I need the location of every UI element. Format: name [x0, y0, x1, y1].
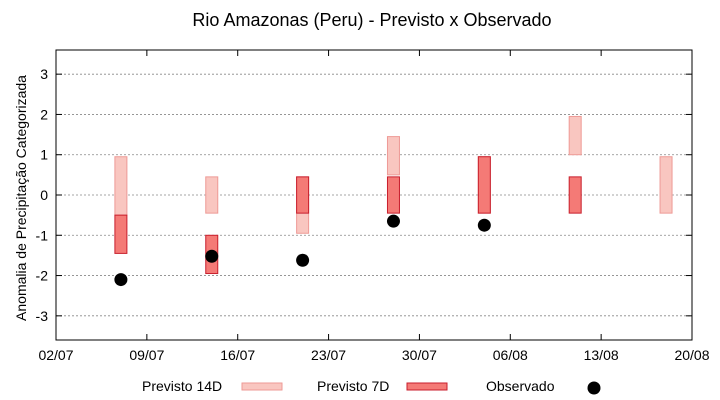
x-tick-label: 13/08	[584, 347, 619, 363]
point-observado	[477, 218, 491, 232]
x-tick-label: 16/07	[220, 347, 255, 363]
grid-lines	[56, 73, 692, 317]
y-tick-label: -1	[36, 227, 49, 243]
y-tick-label: 3	[40, 66, 48, 82]
bar-previsto-7d	[477, 156, 491, 214]
legend-marker-observado	[587, 381, 601, 395]
bar-previsto-7d	[296, 176, 310, 214]
legend: Previsto 14D Previsto 7D Observado	[142, 378, 601, 395]
point-observado	[205, 249, 219, 263]
legend-label-observado: Observado	[486, 378, 555, 394]
bar-previsto-7d	[568, 176, 582, 214]
legend-swatch-previsto-7d	[406, 382, 448, 391]
x-tick-label: 20/08	[674, 347, 709, 363]
point-observado	[296, 253, 310, 267]
x-tick-label: 23/07	[311, 347, 346, 363]
series-previsto-7d	[114, 156, 582, 275]
y-axis-label: Anomalia de Precipitação Categorizada	[13, 75, 29, 321]
x-tick-label: 09/07	[129, 347, 164, 363]
y-tick-label: -3	[36, 308, 49, 324]
x-tick-label: 06/08	[493, 347, 528, 363]
legend-swatch-previsto-14d	[241, 382, 283, 391]
bar-previsto-7d	[114, 214, 128, 254]
legend-label-previsto-7d: Previsto 7D	[317, 378, 389, 394]
bar-previsto-14d	[568, 115, 582, 156]
chart-title: Rio Amazonas (Peru) - Previsto x Observa…	[192, 10, 551, 30]
axes: -3 -2 -1 0 1 2 3 02/07 09/07 16/07 23/07 30/07 06/08…	[36, 50, 710, 363]
legend-label-previsto-14d: Previsto 14D	[142, 378, 222, 394]
y-tick-label: 2	[40, 106, 48, 122]
point-observado	[114, 273, 128, 287]
y-tick-label: 1	[40, 147, 48, 163]
bar-previsto-7d	[386, 176, 400, 214]
y-tick-label: -2	[36, 268, 49, 284]
bar-previsto-14d	[659, 156, 673, 214]
series-observado	[114, 214, 491, 287]
bar-previsto-14d	[386, 136, 400, 176]
y-tick-label: 0	[40, 187, 48, 203]
point-observado	[386, 214, 400, 228]
x-tick-label: 30/07	[402, 347, 437, 363]
bar-previsto-14d	[114, 156, 128, 216]
x-tick-label: 02/07	[38, 347, 73, 363]
bar-previsto-14d	[205, 176, 219, 214]
